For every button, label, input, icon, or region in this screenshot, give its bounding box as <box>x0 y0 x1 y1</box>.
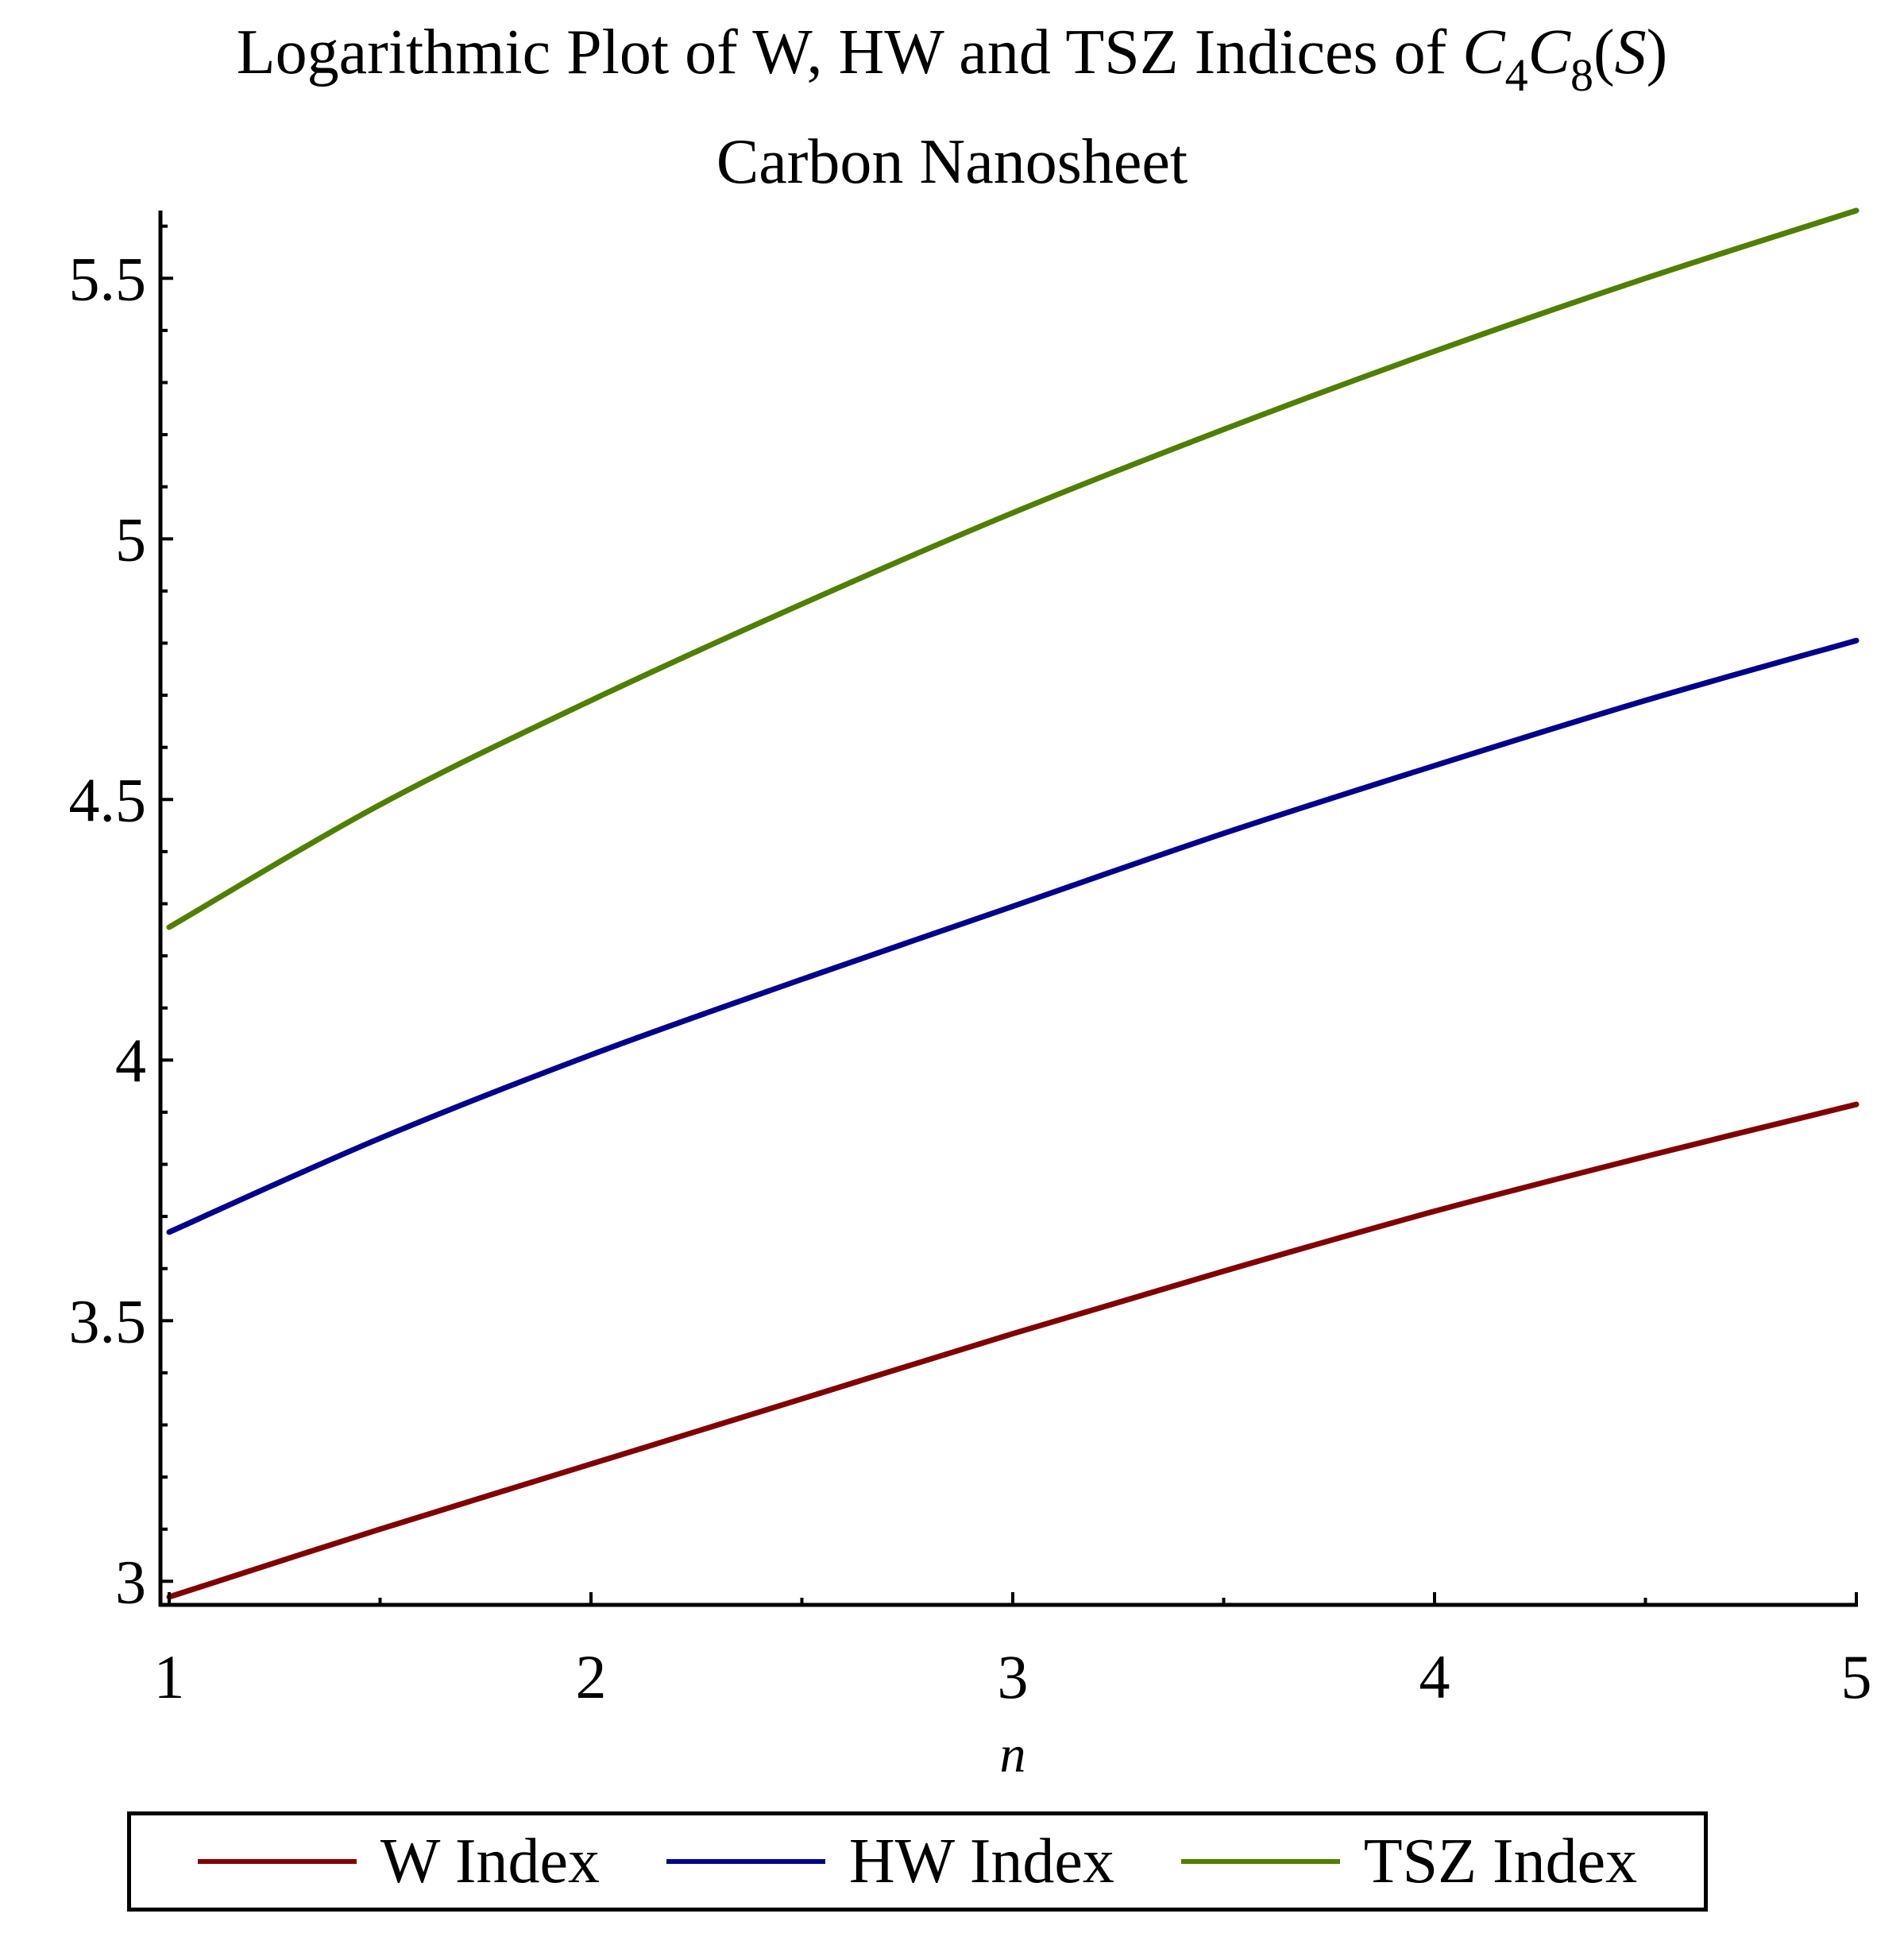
y-tick-label: 5 <box>115 505 146 574</box>
title-math-s: S <box>1614 17 1647 87</box>
chart-title-line-1: Logarithmic Plot of W, HW and TSZ Indice… <box>0 21 1904 99</box>
y-tick-label: 3 <box>115 1547 146 1616</box>
chart-title-text: Logarithmic Plot of W, HW and TSZ Indice… <box>236 17 1463 87</box>
series-line-tsz-index <box>166 207 1860 930</box>
title-math-c2: C <box>1527 17 1570 87</box>
legend-label-w-index: W Index <box>380 1826 601 1896</box>
y-tick-label: 3.5 <box>69 1286 147 1355</box>
legend-label-hw-index: HW Index <box>848 1826 1114 1896</box>
title-math-sub1: 4 <box>1504 49 1528 101</box>
title-math-paren-close: ) <box>1646 17 1668 87</box>
legend-swatch-hw-index <box>666 1859 825 1864</box>
legend-swatch-w-index <box>197 1859 357 1864</box>
chart-legend: W Index HW Index TSZ Index <box>127 1811 1708 1912</box>
x-tick-label: 2 <box>576 1642 607 1711</box>
legend-item-w-index: W Index <box>197 1826 601 1898</box>
x-tick-label: 5 <box>1841 1642 1872 1711</box>
legend-label-tsz-index: TSZ Index <box>1363 1826 1638 1896</box>
legend-item-hw-index: HW Index <box>666 1826 1114 1898</box>
series-line-hw-index <box>166 637 1860 1235</box>
x-tick-label: 4 <box>1419 1642 1450 1711</box>
x-axis-label: n <box>1000 1726 1026 1784</box>
legend-item-tsz-index: TSZ Index <box>1180 1826 1638 1898</box>
chart-plot: 3 3.5 4 4.5 5 5.5 1 2 3 4 5 n <box>69 207 1872 1784</box>
title-math-paren-open: ( <box>1593 17 1615 87</box>
chart-title-line-2: Carbon Nanosheet <box>716 127 1188 197</box>
title-math-c1: C <box>1462 17 1505 87</box>
y-tick-label: 5.5 <box>69 244 147 313</box>
title-math-sub2: 8 <box>1570 49 1593 101</box>
x-tick-label: 3 <box>998 1642 1029 1711</box>
legend-swatch-tsz-index <box>1180 1859 1340 1864</box>
series-line-w-index <box>166 1101 1860 1600</box>
y-tick-label: 4 <box>115 1026 146 1095</box>
x-tick-label: 1 <box>154 1642 185 1711</box>
y-tick-label: 4.5 <box>69 765 147 834</box>
